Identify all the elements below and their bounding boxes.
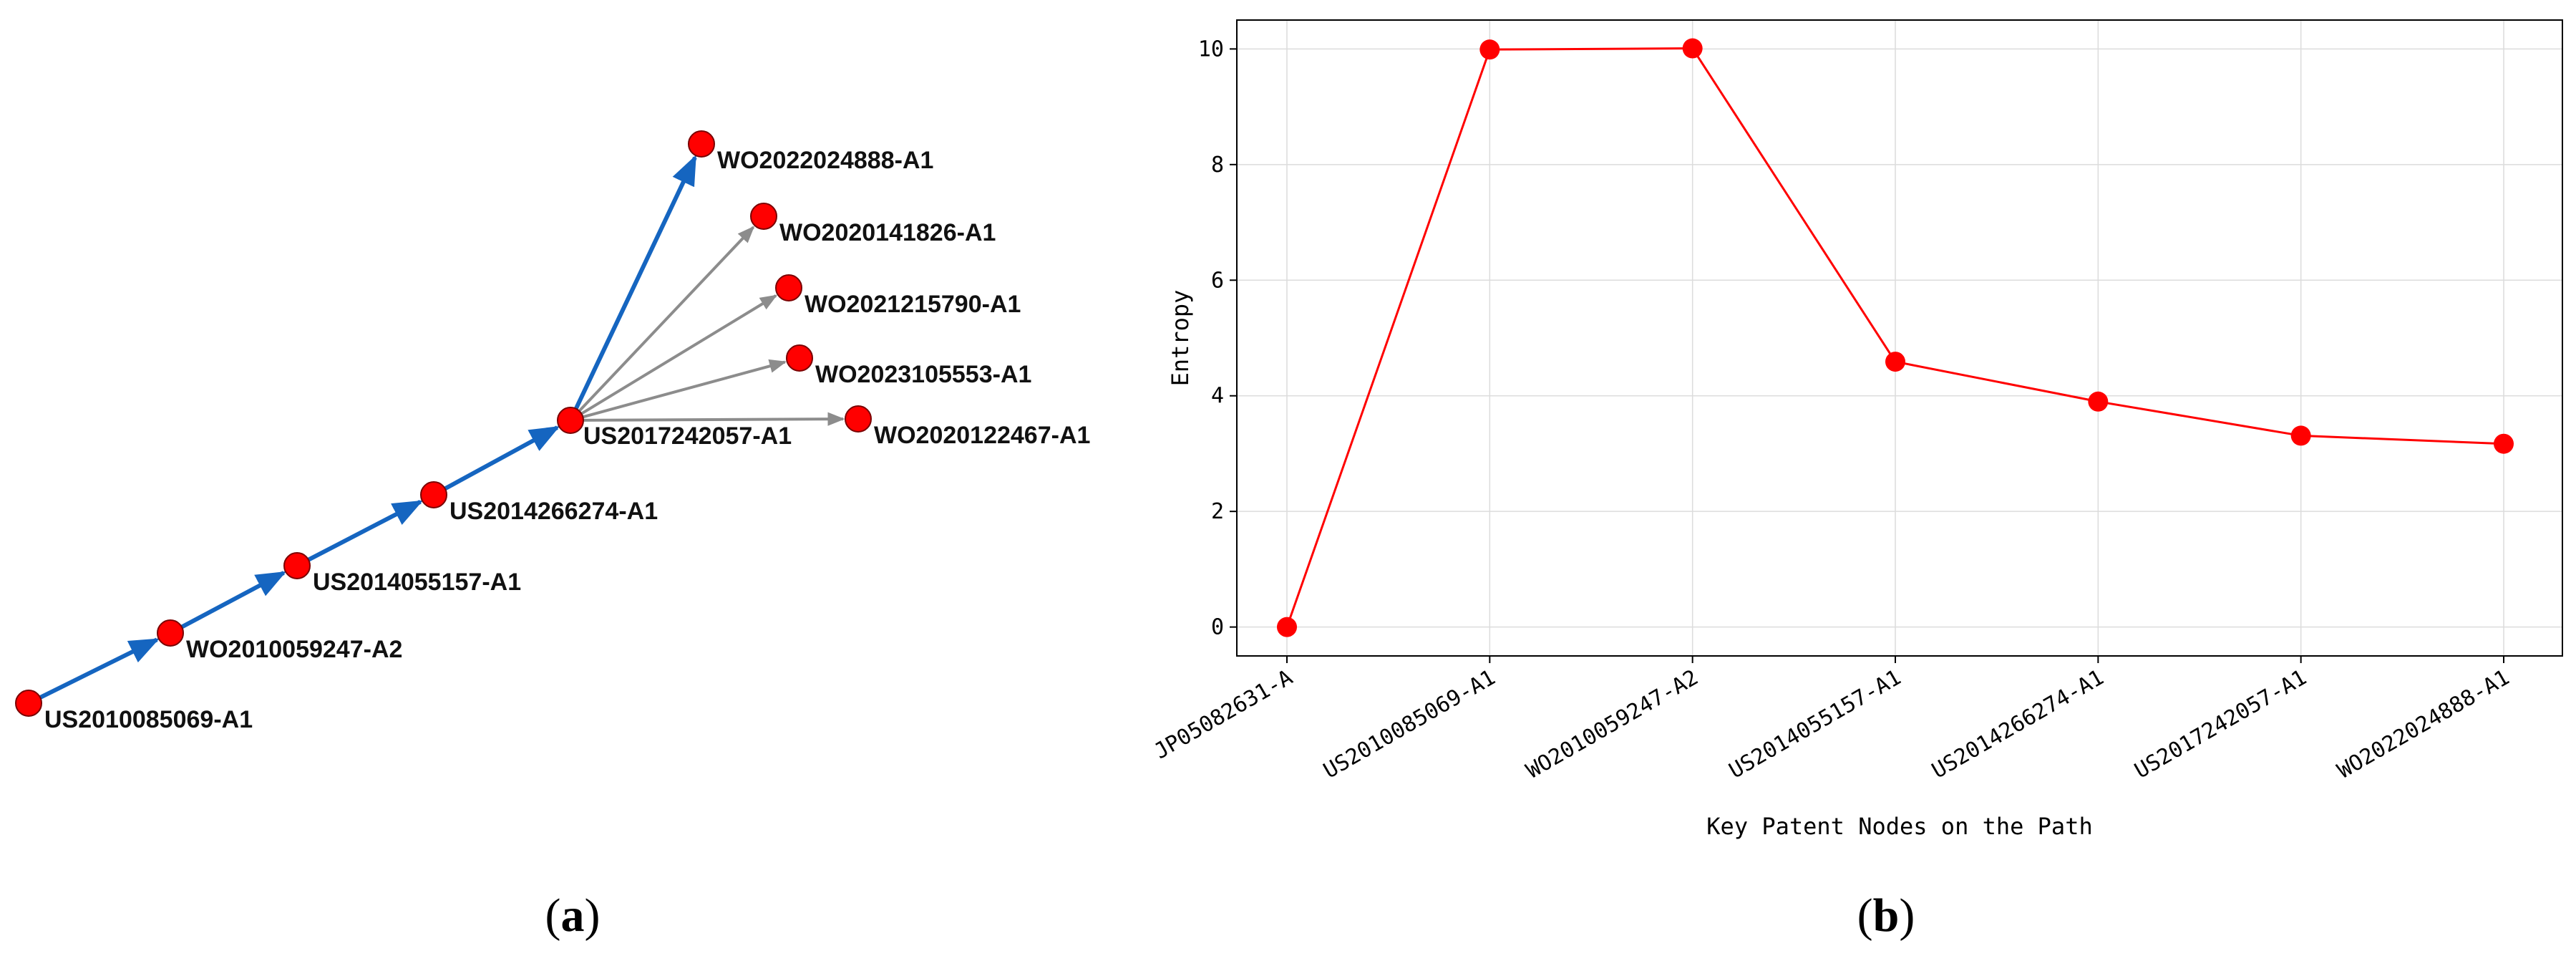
data-point-US2014055157-A1	[1885, 352, 1905, 372]
node-label-WO2021215790-A1: WO2021215790-A1	[805, 291, 1021, 318]
y-axis-ticks: 0 2 4 6 8 10	[1198, 37, 1237, 640]
node-WO2022024888-A1	[688, 130, 715, 158]
x-tick-label: US2017242057-A1	[2131, 665, 2311, 784]
data-point-US2010085069-A1	[1479, 39, 1500, 60]
node-label-US2010085069-A1: US2010085069-A1	[44, 706, 253, 733]
x-tick-label: US2014055157-A1	[1725, 665, 1905, 784]
node-label-WO2023105553-A1: WO2023105553-A1	[815, 361, 1031, 388]
edge-US2017242057-A1-to-WO2020122467-A1	[583, 412, 845, 426]
x-tick-label: US2014266274-A1	[1928, 665, 2108, 784]
node-US2014266274-A1	[420, 481, 447, 508]
y-tick-label: 8	[1211, 153, 1224, 178]
x-tick-label: US2010085069-A1	[1319, 665, 1500, 784]
data-point-WO2022024888-A1	[2494, 433, 2514, 454]
node-WO2010059247-A2	[157, 619, 184, 647]
panel-a-caption: (a)	[545, 889, 601, 942]
edge-US2014055157-A1-to-US2014266274-A1	[307, 500, 424, 562]
node-label-WO2010059247-A2: WO2010059247-A2	[186, 636, 402, 663]
edge-US2017242057-A1-to-WO2022024888-A1	[574, 155, 697, 410]
edge-US2017242057-A1-to-WO2020141826-A1	[578, 226, 755, 412]
edge-US2010085069-A1-to-WO2010059247-A2	[39, 637, 160, 700]
x-axis-label: Key Patent Nodes on the Path	[1706, 813, 2092, 840]
x-tick-label: JP05082631-A	[1150, 665, 1297, 765]
edge-WO2010059247-A2-to-US2014055157-A1	[180, 571, 287, 629]
entropy-line-chart: 0 2 4 6 8 10 JP05082631-A US2010085069-A1 WO201…	[1150, 19, 2563, 942]
node-WO2020122467-A1	[845, 405, 872, 433]
entropy-chart-panel: 0 2 4 6 8 10 JP05082631-A US2010085069-A1 WO201…	[1145, 0, 2576, 962]
data-point-US2014266274-A1	[2088, 391, 2109, 412]
data-point-US2017242057-A1	[2290, 425, 2311, 446]
y-tick-label: 2	[1211, 499, 1224, 524]
chart-grid	[1237, 20, 2562, 656]
entropy-series-points	[1277, 38, 2514, 637]
node-label-US2017242057-A1: US2017242057-A1	[583, 422, 792, 450]
y-tick-label: 10	[1198, 37, 1224, 62]
network-panel: US2010085069-A1 WO2010059247-A2 US20140551…	[0, 0, 1174, 962]
plot-frame	[1236, 19, 2563, 657]
edge-US2017242057-A1-to-WO2023105553-A1	[582, 359, 787, 419]
node-label-WO2020141826-A1: WO2020141826-A1	[779, 219, 996, 246]
node-label-WO2022024888-A1: WO2022024888-A1	[717, 147, 933, 174]
network-edges	[39, 155, 845, 700]
network-nodes	[15, 130, 872, 717]
panel-b-caption: (b)	[1857, 889, 1915, 942]
y-tick-label: 6	[1211, 268, 1224, 293]
x-tick-label: WO2010059247-A2	[1522, 665, 1703, 784]
x-axis-ticks: JP05082631-A US2010085069-A1 WO2010059247-…	[1150, 656, 2514, 783]
node-US2014055157-A1	[283, 552, 311, 579]
node-label-US2014266274-A1: US2014266274-A1	[449, 498, 658, 525]
data-point-JP05082631-A	[1277, 617, 1297, 637]
citation-network-diagram: US2010085069-A1 WO2010059247-A2 US20140551…	[15, 130, 1090, 942]
edge-US2017242057-A1-to-WO2021215790-A1	[580, 294, 778, 415]
node-WO2021215790-A1	[775, 274, 802, 301]
y-tick-label: 0	[1211, 615, 1224, 640]
edge-US2014266274-A1-to-US2017242057-A1	[444, 425, 560, 491]
x-tick-label: WO2022024888-A1	[2333, 665, 2514, 784]
node-WO2023105553-A1	[786, 344, 813, 372]
network-labels: US2010085069-A1 WO2010059247-A2 US20140551…	[44, 147, 1090, 733]
node-US2010085069-A1	[15, 690, 42, 717]
y-tick-label: 4	[1211, 384, 1224, 409]
y-axis-label: Entropy	[1167, 290, 1194, 387]
data-point-WO2010059247-A2	[1682, 38, 1703, 59]
node-label-US2014055157-A1: US2014055157-A1	[313, 569, 521, 596]
node-US2017242057-A1	[557, 407, 584, 434]
node-WO2020141826-A1	[750, 203, 777, 230]
node-label-WO2020122467-A1: WO2020122467-A1	[874, 422, 1090, 449]
